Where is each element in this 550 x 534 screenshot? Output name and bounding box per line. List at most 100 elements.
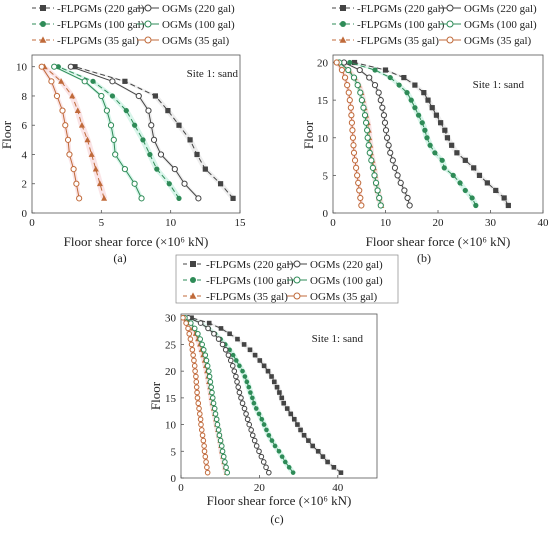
legend-item: OGMs (100 gal) bbox=[439, 19, 537, 31]
data-point bbox=[415, 112, 422, 118]
y-tick-label: 10 bbox=[16, 62, 28, 74]
data-point bbox=[217, 181, 224, 187]
data-point bbox=[101, 195, 108, 201]
chart-panel-3: 0 20 40 0 5 10 15 20 25 30 Floor shear force (×10⁶… bbox=[148, 254, 399, 526]
data-point bbox=[251, 437, 258, 444]
data-point bbox=[92, 165, 99, 172]
data-point bbox=[186, 330, 193, 337]
data-point bbox=[248, 427, 254, 433]
data-point bbox=[404, 194, 411, 202]
series--flpgms-100-gal- bbox=[55, 64, 182, 201]
data-point bbox=[59, 107, 66, 114]
legend-label: OGMs (35 gal) bbox=[464, 35, 532, 47]
legend-item: OGMs (100 gal) bbox=[137, 19, 235, 31]
y-tick-label: 15 bbox=[165, 393, 177, 405]
data-point bbox=[365, 142, 372, 149]
legend-label: -FLPGMs (100 gal) bbox=[206, 275, 294, 287]
legend: -FLPGMs (220 gal) OGMs (220 gal) -FLPGMs (… bbox=[332, 3, 537, 47]
data-point bbox=[67, 63, 74, 70]
data-point bbox=[256, 411, 262, 417]
data-point bbox=[348, 119, 355, 126]
data-point bbox=[234, 379, 240, 385]
x-tick-label: 20 bbox=[433, 217, 445, 229]
legend-label: OGMs (220 gal) bbox=[310, 259, 383, 271]
data-point bbox=[191, 325, 198, 332]
plot-area bbox=[333, 59, 512, 209]
data-point bbox=[246, 384, 252, 390]
data-point bbox=[325, 459, 330, 465]
data-point bbox=[449, 142, 455, 148]
data-point bbox=[372, 179, 380, 187]
series-line bbox=[74, 66, 234, 199]
data-point bbox=[210, 400, 217, 407]
data-point bbox=[206, 368, 212, 374]
data-point bbox=[242, 374, 248, 379]
data-point bbox=[281, 400, 287, 406]
legend-swatch-marker bbox=[144, 36, 152, 44]
data-point bbox=[429, 105, 435, 111]
data-point bbox=[301, 432, 307, 438]
legend-item: OGMs (220 gal) bbox=[439, 3, 537, 15]
series-ogms-100-gal- bbox=[51, 63, 145, 202]
data-point bbox=[218, 443, 225, 449]
data-point bbox=[121, 166, 129, 173]
y-tick-label: 30 bbox=[165, 313, 177, 325]
legend-label: -FLPGMs (100 gal) bbox=[57, 19, 145, 31]
data-point bbox=[298, 427, 303, 433]
data-point bbox=[277, 390, 282, 395]
data-point bbox=[196, 405, 202, 412]
data-point bbox=[357, 89, 364, 96]
data-point bbox=[183, 320, 189, 326]
data-point bbox=[377, 202, 384, 209]
data-point bbox=[230, 352, 236, 358]
data-point bbox=[76, 195, 83, 202]
legend-swatch-marker bbox=[293, 276, 301, 284]
data-point bbox=[176, 122, 182, 128]
legend-swatch-marker bbox=[190, 277, 196, 283]
data-point bbox=[227, 357, 234, 364]
data-point bbox=[432, 150, 438, 156]
data-point bbox=[243, 411, 249, 417]
data-point bbox=[419, 120, 425, 126]
data-point bbox=[288, 411, 294, 417]
data-point bbox=[199, 341, 205, 348]
data-point bbox=[260, 459, 267, 465]
legend-swatch-marker bbox=[39, 36, 47, 43]
data-point bbox=[88, 151, 95, 157]
data-point bbox=[347, 59, 353, 66]
data-point bbox=[148, 122, 155, 129]
legend-item: -FLPGMs (100 gal) bbox=[183, 275, 294, 287]
data-point bbox=[48, 78, 55, 85]
data-point bbox=[131, 180, 138, 187]
data-point bbox=[347, 104, 354, 111]
data-point bbox=[53, 92, 61, 100]
series-ogms-100-gal- bbox=[336, 59, 384, 209]
data-point bbox=[279, 454, 285, 459]
data-point bbox=[501, 195, 507, 201]
x-tick-label: 0 bbox=[330, 217, 336, 229]
y-tick-label: 20 bbox=[165, 366, 177, 378]
series-band bbox=[51, 66, 144, 199]
series-ogms-220-gal- bbox=[340, 59, 413, 209]
data-point bbox=[351, 59, 358, 66]
data-point bbox=[357, 194, 364, 202]
data-point bbox=[229, 363, 236, 369]
data-point bbox=[344, 81, 351, 89]
data-point bbox=[132, 122, 138, 128]
data-point bbox=[201, 443, 207, 449]
data-point bbox=[202, 453, 209, 460]
y-axis-label: Floor bbox=[148, 381, 163, 410]
series-band bbox=[68, 66, 201, 199]
y-tick-label: 0 bbox=[22, 208, 28, 220]
series-ogms-35-gal- bbox=[181, 314, 211, 476]
data-point bbox=[187, 137, 193, 143]
legend-item: OGMs (35 gal) bbox=[439, 35, 532, 47]
data-point bbox=[202, 166, 208, 172]
panel-label: (a) bbox=[113, 251, 126, 265]
data-point bbox=[439, 157, 445, 163]
data-point bbox=[276, 448, 282, 454]
y-tick-label: 15 bbox=[317, 95, 329, 107]
data-point bbox=[450, 172, 456, 178]
data-point bbox=[191, 357, 197, 364]
data-point bbox=[279, 395, 285, 401]
